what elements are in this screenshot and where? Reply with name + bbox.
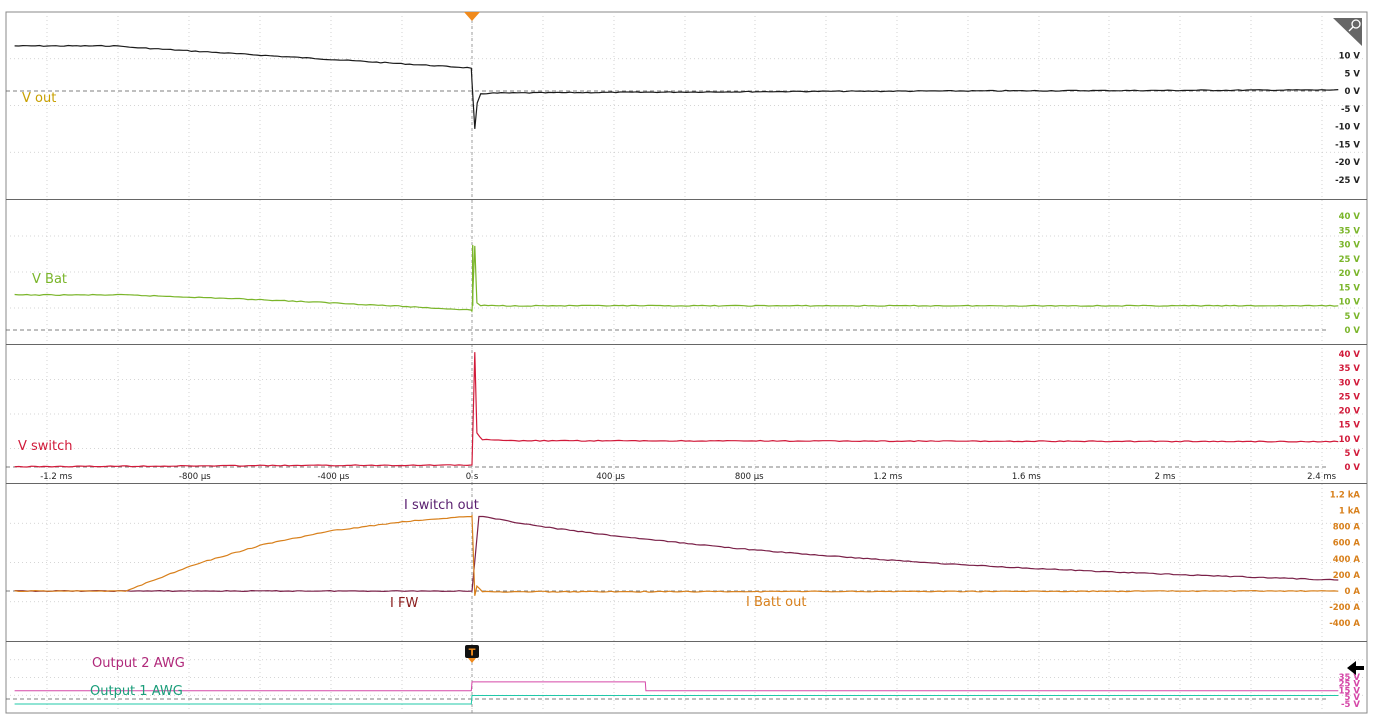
y-tick-label: 20 V xyxy=(1339,407,1361,417)
waveform-traces xyxy=(14,44,1339,705)
trace-v-switch xyxy=(14,352,1339,468)
y-tick-label: 200 A xyxy=(1333,571,1361,581)
time-tick-label: -400 µs xyxy=(317,472,349,482)
y-tick-label: -20 V xyxy=(1335,158,1360,168)
trigger-t-pointer xyxy=(468,658,476,663)
y-tick-label: 10 V xyxy=(1339,298,1361,308)
vbat-label: V Bat xyxy=(32,272,67,287)
y-tick-label: 0 A xyxy=(1345,587,1361,597)
awg1-label: Output 1 AWG xyxy=(90,684,183,699)
y-tick-label: 30 V xyxy=(1339,378,1361,388)
time-tick-label: -800 µs xyxy=(179,472,211,482)
reference-arrow-stem xyxy=(1355,666,1364,670)
y-tick-label: 5 V xyxy=(1345,69,1361,79)
ibatt-label: I Batt out xyxy=(746,595,806,610)
y-tick-label: 1 kA xyxy=(1339,507,1361,517)
time-tick-label: 0 s xyxy=(466,472,479,482)
y-tick-label: 5 V xyxy=(1345,449,1361,459)
time-tick-label: 2.4 ms xyxy=(1307,472,1336,482)
y-tick-label: 15 V xyxy=(1339,686,1361,696)
y-tick-label: 800 A xyxy=(1333,523,1361,533)
trigger-t-text: T xyxy=(469,648,476,659)
awg2-label: Output 2 AWG xyxy=(92,656,185,671)
trigger-position-marker[interactable] xyxy=(464,12,480,21)
y-tick-label: -25 V xyxy=(1335,176,1360,186)
ifw-label: I FW xyxy=(390,596,418,611)
y-tick-label: 10 V xyxy=(1339,52,1361,62)
corner-triangle xyxy=(1333,18,1362,46)
y-tick-label: 10 V xyxy=(1339,435,1361,445)
y-tick-label: 35 V xyxy=(1339,364,1361,374)
y-tick-label: 400 A xyxy=(1333,555,1361,565)
time-tick-label: 800 µs xyxy=(735,472,764,482)
trace-i-batt-out xyxy=(14,514,1339,596)
y-tick-label: 35 V xyxy=(1339,226,1361,236)
magnifier-handle xyxy=(1348,26,1354,32)
time-tick-label: 400 µs xyxy=(596,472,625,482)
y-tick-label: -400 A xyxy=(1329,619,1360,629)
vswitch-label: V switch xyxy=(18,439,73,454)
y-tick-label: -10 V xyxy=(1335,123,1360,133)
y-tick-label: 15 V xyxy=(1339,283,1361,293)
trace-v-out xyxy=(14,44,1339,129)
y-tick-label: 5 V xyxy=(1345,312,1361,322)
zoom-corner-icon[interactable] xyxy=(1333,18,1362,46)
y-tick-label: -5 V xyxy=(1341,700,1360,710)
y-tick-label: -5 V xyxy=(1341,105,1360,115)
y-tick-label: 25 V xyxy=(1339,392,1361,402)
y-tick-label: 40 V xyxy=(1339,212,1361,222)
plot-frame xyxy=(5,11,1368,714)
reference-arrow-icon[interactable] xyxy=(1347,661,1356,675)
y-tick-label: 5 V xyxy=(1345,693,1361,703)
trace-output-2-awg xyxy=(14,681,1339,692)
y-tick-label: 35 V xyxy=(1339,673,1361,683)
iswitch-label: I switch out xyxy=(404,498,479,513)
time-tick-label: 1.2 ms xyxy=(873,472,902,482)
y-tick-label: 0 V xyxy=(1345,326,1361,336)
vout-label: V out xyxy=(22,91,56,106)
time-axis-ticks: -1.2 ms -800 µs -400 µs 0 s 400 µs 800 µs 1.2 … xyxy=(40,472,1336,482)
y-tick-label: 15 V xyxy=(1339,421,1361,431)
trigger-t-box xyxy=(465,645,479,658)
trace-v-bat xyxy=(14,245,1339,312)
y-tick-label: -200 A xyxy=(1329,603,1360,613)
y-tick-label: 25 V xyxy=(1339,680,1361,690)
trigger-t-marker[interactable]: T xyxy=(465,645,479,663)
y-tick-label: 0 V xyxy=(1345,87,1361,97)
y-tick-label: 0 V xyxy=(1345,463,1361,473)
time-tick-label: 1.6 ms xyxy=(1012,472,1041,482)
y-tick-label: 25 V xyxy=(1339,255,1361,265)
y-tick-label: 1.2 kA xyxy=(1330,490,1361,500)
magnifier-glass xyxy=(1351,19,1361,29)
y-tick-label: 20 V xyxy=(1339,269,1361,279)
y-tick-label: -15 V xyxy=(1335,140,1360,150)
y-axis-ticks: 10 V 5 V 0 V -5 V -10 V -15 V -20 V -25 V 40 V 35… xyxy=(1329,52,1360,711)
trace-i-switch-out xyxy=(14,515,1339,593)
trace-output-1-awg xyxy=(14,695,1339,705)
y-tick-label: 40 V xyxy=(1339,350,1361,360)
y-tick-label: 30 V xyxy=(1339,241,1361,251)
time-tick-label: -1.2 ms xyxy=(40,472,73,482)
y-tick-label: 600 A xyxy=(1333,539,1361,549)
panel-separators xyxy=(6,199,1367,642)
time-tick-label: 2 ms xyxy=(1155,472,1176,482)
